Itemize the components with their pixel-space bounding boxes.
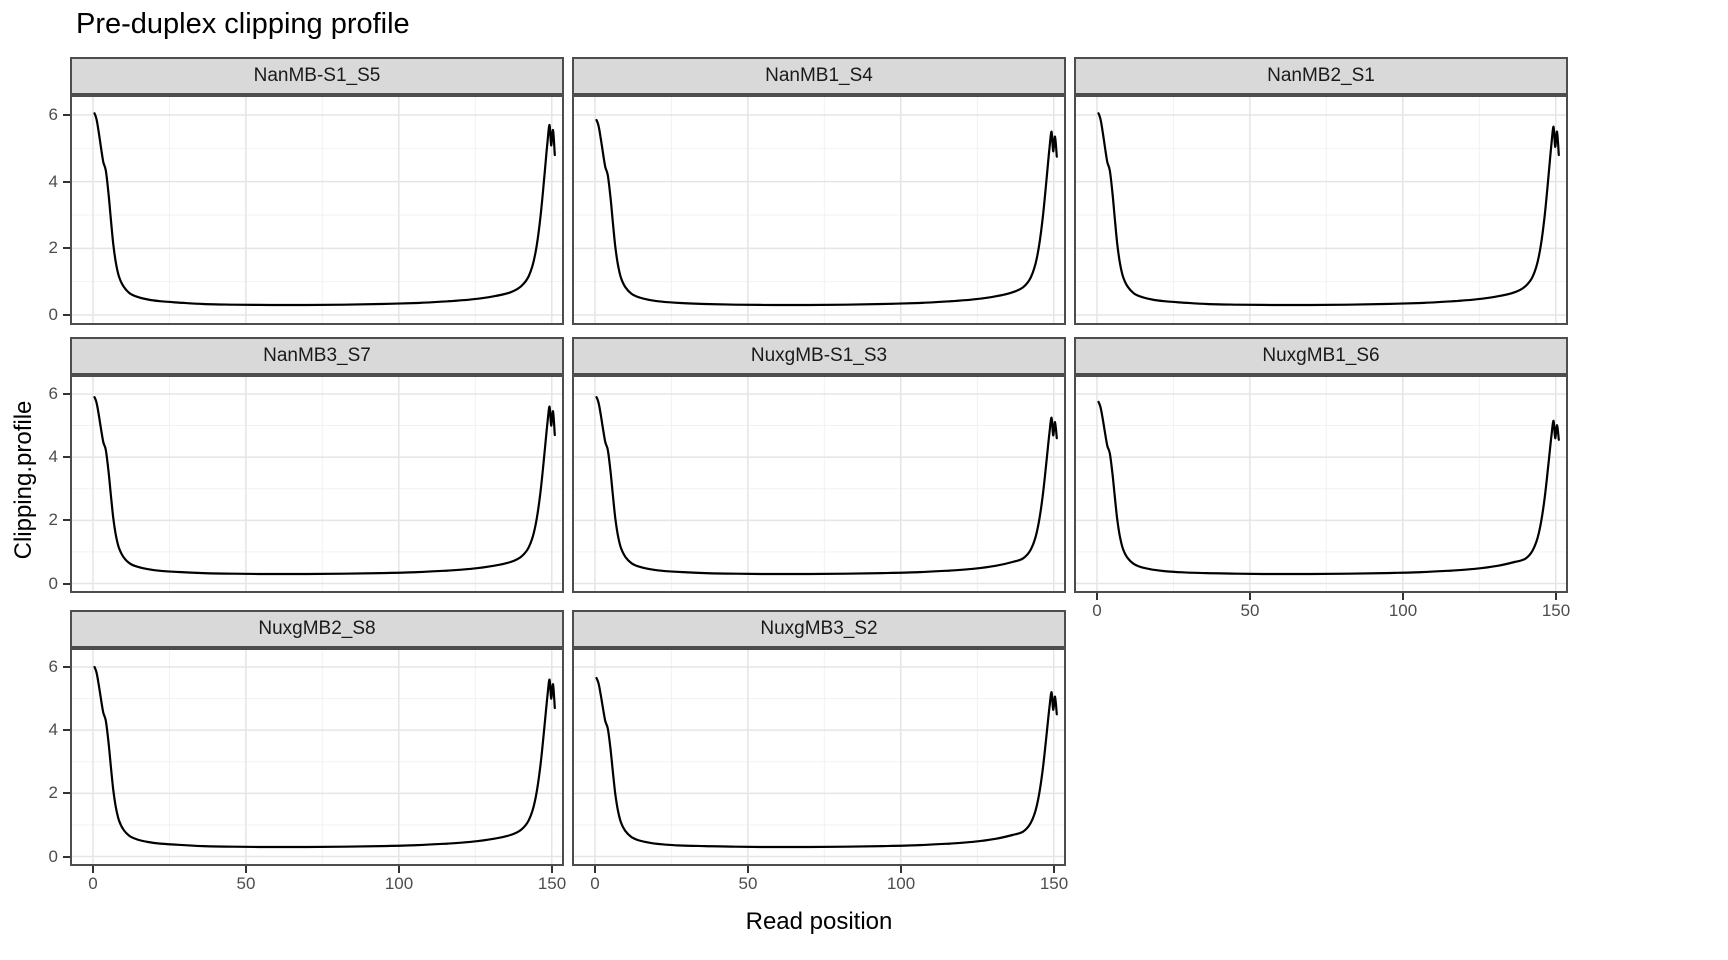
- x-tick-mark: [92, 866, 94, 873]
- clipping-profile-curve: [595, 676, 1058, 849]
- y-tick-label: 6: [48, 105, 58, 124]
- y-tick-label: 6: [48, 657, 58, 676]
- y-tick-label: 0: [48, 847, 58, 866]
- y-tick-label: 6: [48, 384, 58, 403]
- y-tick-mark: [63, 314, 70, 316]
- clipping-profile-curve: [93, 112, 556, 307]
- facet-plot: [1076, 97, 1566, 323]
- x-tick-mark: [1053, 866, 1055, 873]
- x-tick-label: 150: [1039, 874, 1069, 893]
- clipping-profile-curve: [1097, 112, 1560, 307]
- y-tick-label: 4: [48, 172, 58, 191]
- clipping-profile-curve: [93, 665, 556, 849]
- y-tick-mark: [63, 583, 70, 585]
- x-tick-mark: [1096, 593, 1098, 600]
- y-axis-title: Clipping.profile: [10, 400, 37, 560]
- facet-strip: NuxgMB3_S2: [572, 610, 1066, 648]
- y-tick-mark: [63, 519, 70, 521]
- x-tick-label: 100: [886, 874, 916, 893]
- facet-panel: [572, 375, 1066, 593]
- y-tick-mark: [63, 856, 70, 858]
- x-tick-label: 0: [590, 874, 600, 893]
- y-tick-label: 0: [48, 305, 58, 324]
- x-tick-label: 50: [1240, 601, 1260, 620]
- facet-strip: NanMB1_S4: [572, 57, 1066, 95]
- facet-plot: [72, 377, 562, 591]
- clipping-profile-curve: [93, 396, 556, 576]
- facet-plot: [72, 97, 562, 323]
- facet-panel: [70, 648, 564, 866]
- x-tick-mark: [747, 866, 749, 873]
- facet-strip: NuxgMB1_S6: [1074, 337, 1568, 375]
- x-tick-label: 150: [1541, 601, 1571, 620]
- y-tick-mark: [63, 792, 70, 794]
- x-tick-mark: [245, 866, 247, 873]
- x-tick-mark: [1249, 593, 1251, 600]
- y-tick-mark: [63, 114, 70, 116]
- x-tick-label: 0: [1092, 601, 1102, 620]
- facet-strip: NanMB-S1_S5: [70, 57, 564, 95]
- clipping-profile-curve: [595, 118, 1058, 307]
- x-tick-mark: [1402, 593, 1404, 600]
- facet-plot: [574, 650, 1064, 864]
- facet-strip: NuxgMB2_S8: [70, 610, 564, 648]
- facet-panel: [572, 648, 1066, 866]
- facet-panel: [572, 95, 1066, 325]
- clipping-profile-curve: [1097, 400, 1560, 576]
- y-tick-mark: [63, 666, 70, 668]
- y-tick-mark: [63, 247, 70, 249]
- facet-panel: [1074, 375, 1568, 593]
- facet-strip-label: NuxgMB2_S8: [258, 618, 376, 639]
- y-tick-mark: [63, 456, 70, 458]
- facet-strip-label: NanMB2_S1: [1267, 65, 1375, 86]
- y-tick-mark: [63, 181, 70, 183]
- facet-plot: [1076, 377, 1566, 591]
- y-tick-label: 2: [48, 510, 58, 529]
- y-tick-label: 4: [48, 720, 58, 739]
- facet-strip: NanMB2_S1: [1074, 57, 1568, 95]
- x-tick-label: 150: [537, 874, 567, 893]
- facet-strip-label: NuxgMB3_S2: [760, 618, 878, 639]
- facet-strip: NuxgMB-S1_S3: [572, 337, 1066, 375]
- facet-plot: [574, 97, 1064, 323]
- y-tick-label: 4: [48, 447, 58, 466]
- x-tick-mark: [594, 866, 596, 873]
- x-tick-mark: [551, 866, 553, 873]
- y-tick-label: 2: [48, 238, 58, 257]
- x-axis-title: Read position: [745, 908, 893, 935]
- x-tick-label: 0: [88, 874, 98, 893]
- clipping-profile-curve: [595, 396, 1058, 576]
- y-tick-mark: [63, 729, 70, 731]
- facet-strip-label: NanMB1_S4: [765, 65, 873, 86]
- facet-plot: [72, 650, 562, 864]
- x-tick-label: 50: [236, 874, 256, 893]
- facet-plot: [574, 377, 1064, 591]
- x-tick-mark: [900, 866, 902, 873]
- x-tick-mark: [398, 866, 400, 873]
- x-tick-label: 100: [1388, 601, 1418, 620]
- facet-strip-label: NuxgMB-S1_S3: [750, 345, 888, 366]
- y-tick-label: 2: [48, 783, 58, 802]
- x-tick-label: 100: [384, 874, 414, 893]
- x-tick-mark: [1555, 593, 1557, 600]
- facet-panel: [1074, 95, 1568, 325]
- y-tick-label: 0: [48, 574, 58, 593]
- y-tick-mark: [63, 393, 70, 395]
- facet-panel: [70, 95, 564, 325]
- facet-strip-label: NanMB-S1_S5: [253, 65, 381, 86]
- chart-title: Pre-duplex clipping profile: [76, 8, 410, 40]
- facet-strip-label: NanMB3_S7: [263, 345, 371, 366]
- facet-strip: NanMB3_S7: [70, 337, 564, 375]
- x-tick-label: 50: [738, 874, 758, 893]
- facet-panel: [70, 375, 564, 593]
- facet-strip-label: NuxgMB1_S6: [1262, 345, 1380, 366]
